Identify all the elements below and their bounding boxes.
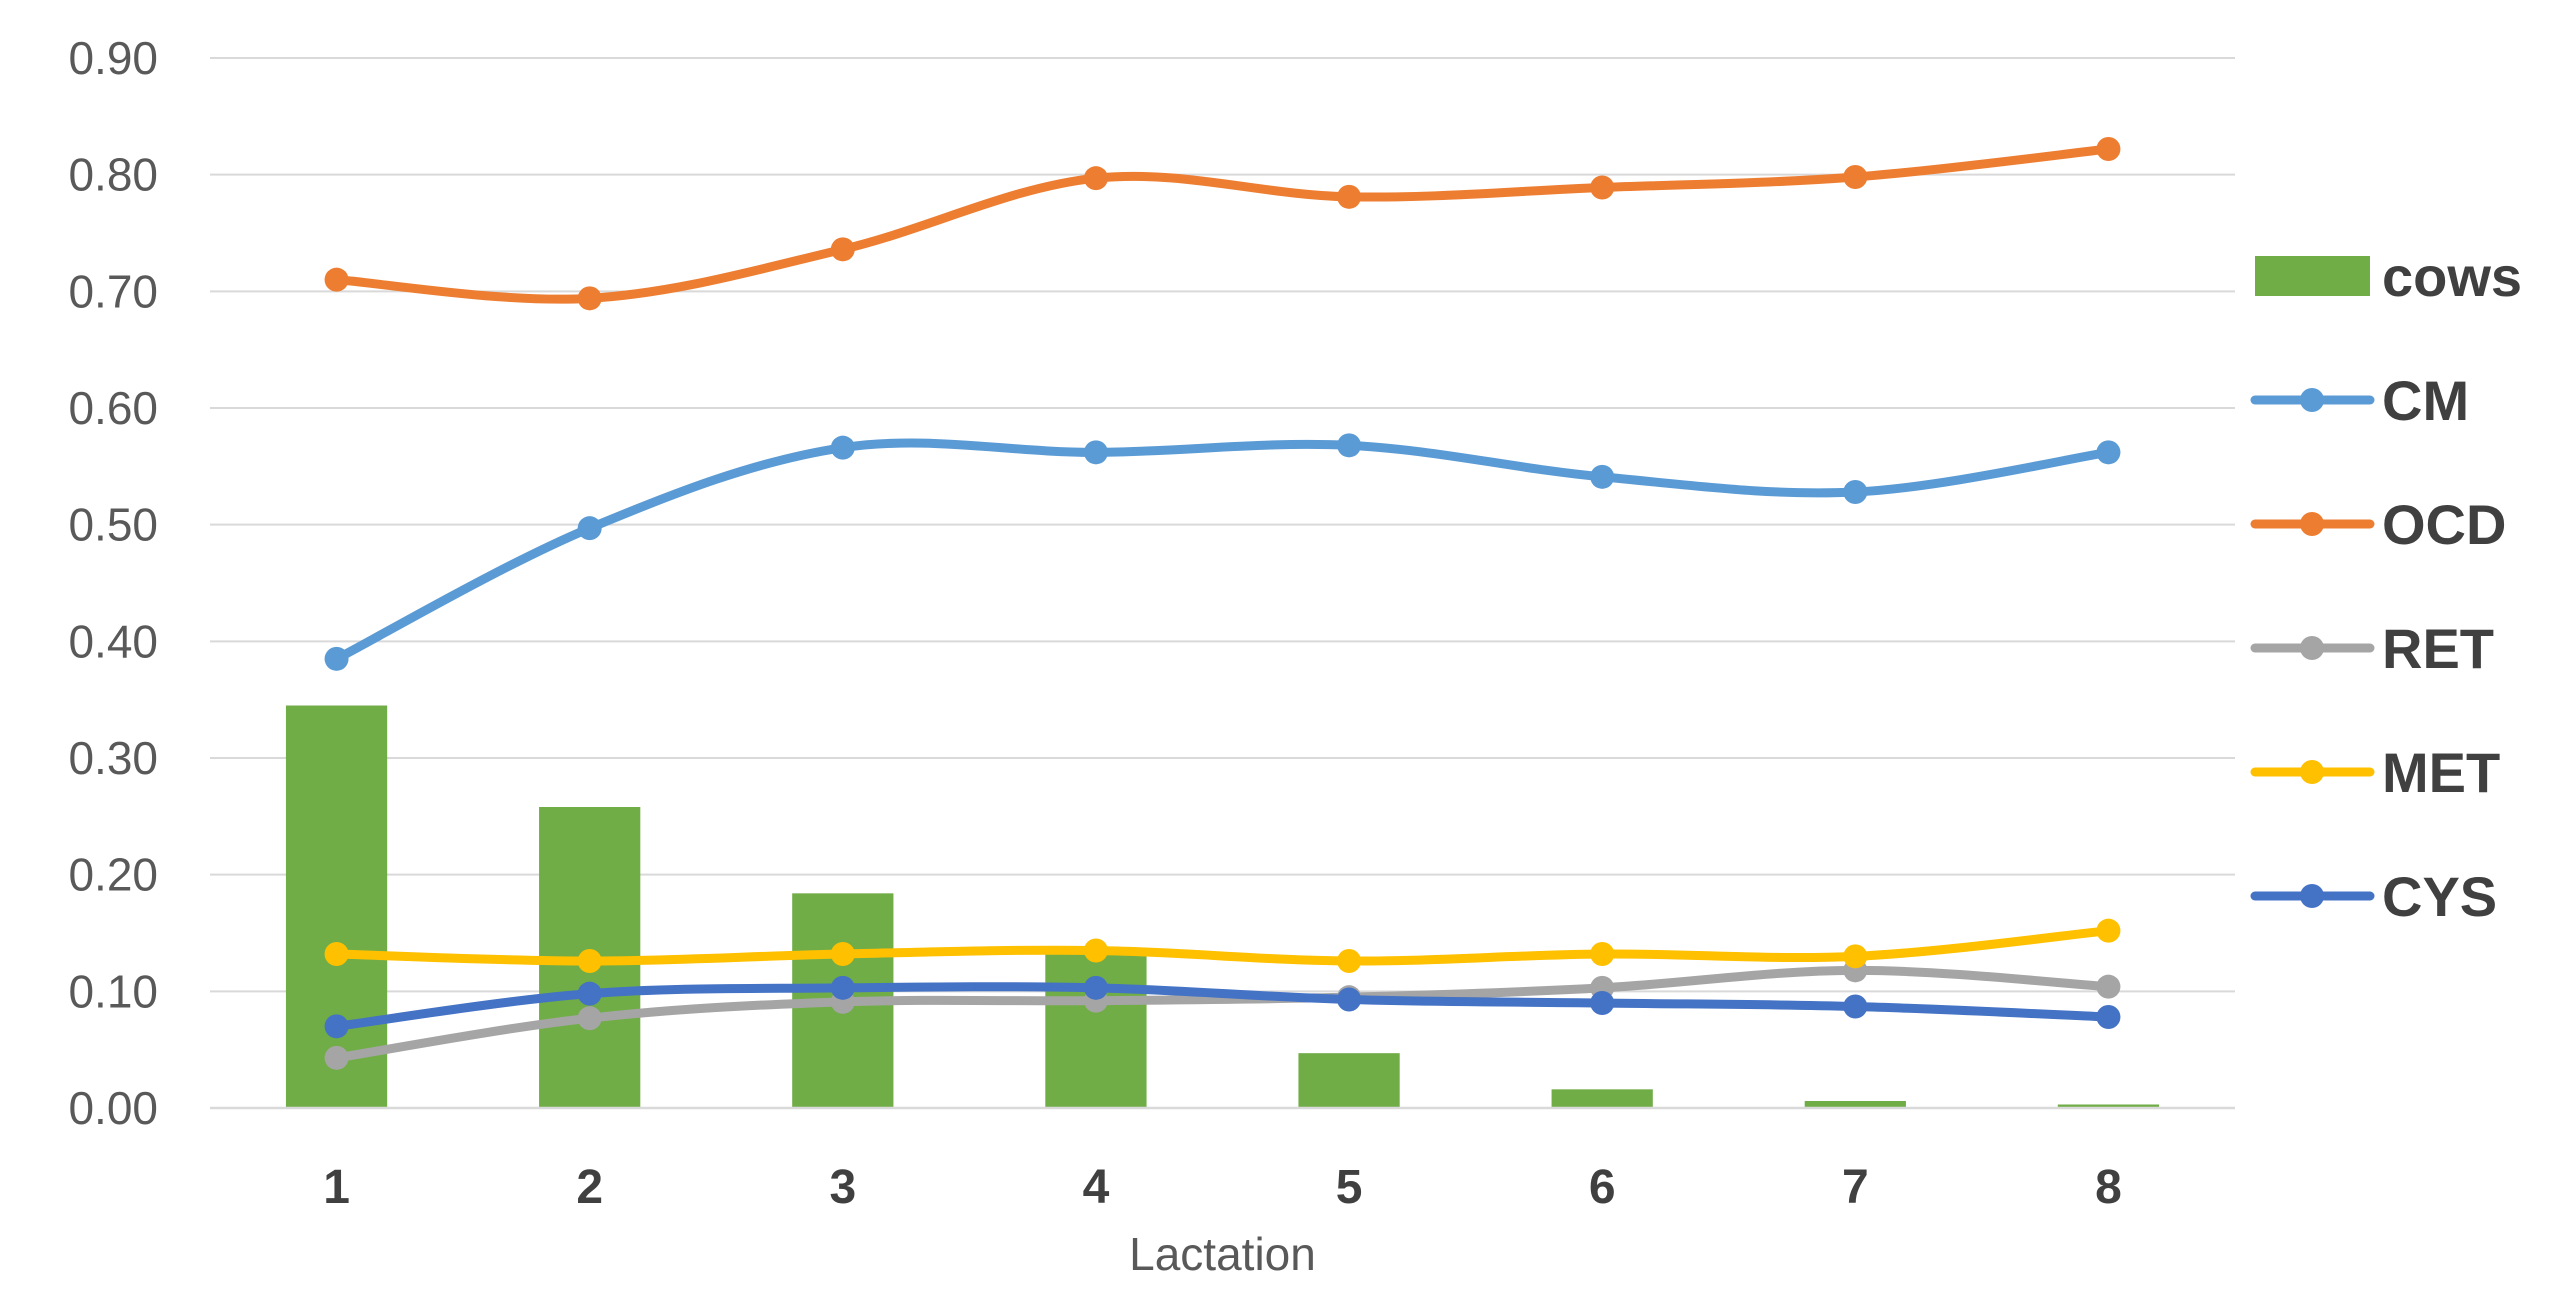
legend-label-ret: RET bbox=[2382, 617, 2494, 680]
legend-item-cows: cows bbox=[2255, 245, 2522, 308]
point-cys-2 bbox=[577, 981, 602, 1006]
line-cm bbox=[332, 438, 2113, 664]
line-series bbox=[324, 137, 2121, 1070]
point-met-4 bbox=[1083, 938, 1108, 963]
point-met-3 bbox=[830, 942, 855, 966]
legend: cows CM OCD RET MET CYS bbox=[2250, 245, 2522, 928]
x-tick-label-1: 1 bbox=[323, 1161, 350, 1214]
bar-series-cows bbox=[285, 705, 2160, 1108]
x-tick-label-5: 5 bbox=[1336, 1161, 1363, 1214]
legend-marker-ocd bbox=[2300, 512, 2324, 536]
y-tick-label-0: 0.00 bbox=[68, 1082, 158, 1134]
point-met-2 bbox=[577, 949, 602, 973]
x-axis-label: Lactation bbox=[1129, 1228, 1316, 1280]
point-cys-3 bbox=[830, 975, 855, 1000]
point-ocd-3 bbox=[830, 237, 855, 262]
legend-marker-ret bbox=[2300, 636, 2324, 660]
point-cys-7 bbox=[1843, 994, 1868, 1019]
point-met-6 bbox=[1590, 942, 1615, 966]
point-ret-8 bbox=[2096, 974, 2121, 999]
grid-lines bbox=[210, 57, 2235, 993]
point-cm-7 bbox=[1843, 480, 1868, 504]
point-cm-6 bbox=[1590, 464, 1615, 489]
point-met-1 bbox=[324, 942, 349, 966]
legend-label-ocd: OCD bbox=[2382, 493, 2506, 556]
point-cys-4 bbox=[1083, 975, 1108, 1000]
line-ocd bbox=[332, 144, 2113, 304]
point-met-5 bbox=[1337, 949, 1362, 973]
y-tick-label-5: 0.50 bbox=[68, 499, 158, 551]
legend-swatch-cows bbox=[2255, 256, 2370, 296]
y-tick-label-1: 0.10 bbox=[68, 965, 158, 1017]
legend-label-cys: CYS bbox=[2382, 865, 2497, 928]
legend-marker-cm bbox=[2300, 388, 2324, 412]
y-tick-label-7: 0.70 bbox=[68, 265, 158, 317]
line-cys bbox=[332, 982, 2113, 1031]
line-series-cm bbox=[324, 433, 2121, 671]
bar-cows-1 bbox=[285, 705, 388, 1108]
point-cm-5 bbox=[1337, 433, 1362, 458]
legend-label-met: MET bbox=[2382, 741, 2500, 804]
point-ocd-1 bbox=[324, 267, 349, 292]
x-tick-label-2: 2 bbox=[576, 1161, 603, 1214]
point-met-8 bbox=[2096, 918, 2121, 943]
legend-item-cys: CYS bbox=[2250, 865, 2497, 928]
point-cm-2 bbox=[577, 516, 602, 541]
y-tick-label-2: 0.20 bbox=[68, 849, 158, 901]
point-cys-5 bbox=[1337, 987, 1362, 1012]
y-axis-ticks: 0.00 0.10 0.20 0.30 0.40 0.50 0.60 0.70 0.80 0.90 bbox=[68, 32, 158, 1134]
point-ocd-2 bbox=[577, 286, 602, 311]
point-cm-4 bbox=[1083, 440, 1108, 465]
point-cys-6 bbox=[1590, 991, 1615, 1015]
line-ret bbox=[332, 965, 2113, 1063]
point-ocd-5 bbox=[1337, 184, 1362, 209]
line-series-met bbox=[324, 918, 2121, 973]
line-series-ocd bbox=[324, 137, 2121, 311]
legend-marker-met bbox=[2300, 760, 2324, 784]
legend-label-cows: cows bbox=[2382, 245, 2522, 308]
x-tick-label-3: 3 bbox=[829, 1161, 856, 1214]
bar-cows-7 bbox=[1804, 1101, 1906, 1108]
x-tick-label-7: 7 bbox=[1842, 1161, 1869, 1214]
point-ocd-8 bbox=[2096, 137, 2121, 161]
point-cys-1 bbox=[324, 1014, 349, 1039]
legend-item-cm: CM bbox=[2250, 369, 2469, 432]
y-tick-label-4: 0.40 bbox=[68, 615, 158, 667]
point-cm-3 bbox=[830, 435, 855, 460]
bar-cows-8 bbox=[2057, 1104, 2160, 1108]
point-ret-1 bbox=[324, 1045, 349, 1070]
point-cm-1 bbox=[324, 646, 349, 671]
legend-label-cm: CM bbox=[2382, 369, 2469, 432]
bar-cows-5 bbox=[1298, 1053, 1400, 1108]
x-tick-label-4: 4 bbox=[1083, 1161, 1110, 1214]
y-tick-label-8: 0.80 bbox=[68, 149, 158, 201]
point-cys-8 bbox=[2096, 1005, 2121, 1029]
y-tick-label-9: 0.90 bbox=[68, 32, 158, 84]
legend-item-met: MET bbox=[2250, 741, 2500, 804]
legend-item-ret: RET bbox=[2250, 617, 2494, 680]
line-series-cys bbox=[324, 975, 2121, 1039]
point-ret-2 bbox=[577, 1006, 602, 1031]
point-ocd-6 bbox=[1590, 175, 1615, 200]
legend-marker-cys bbox=[2300, 884, 2324, 908]
x-tick-label-6: 6 bbox=[1589, 1161, 1616, 1214]
x-axis-ticks: 1 2 3 4 5 6 7 8 bbox=[323, 1161, 2122, 1214]
y-tick-label-6: 0.60 bbox=[68, 382, 158, 434]
x-tick-label-8: 8 bbox=[2095, 1161, 2122, 1214]
point-ocd-7 bbox=[1843, 165, 1868, 189]
legend-item-ocd: OCD bbox=[2250, 493, 2506, 556]
point-cm-8 bbox=[2096, 440, 2121, 465]
y-tick-label-3: 0.30 bbox=[68, 732, 158, 784]
bar-cows-6 bbox=[1551, 1089, 1653, 1108]
point-ocd-4 bbox=[1083, 166, 1108, 191]
point-met-7 bbox=[1843, 944, 1868, 969]
line-met bbox=[332, 926, 2113, 966]
